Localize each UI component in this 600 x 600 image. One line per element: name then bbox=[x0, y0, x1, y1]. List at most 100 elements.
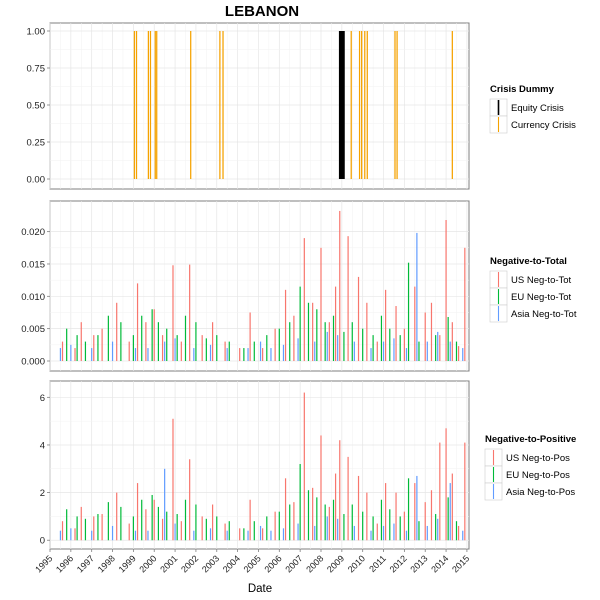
bar bbox=[145, 509, 147, 541]
bar bbox=[380, 499, 383, 541]
bar bbox=[338, 31, 345, 179]
bar bbox=[314, 525, 316, 541]
y-tick-label: 0.015 bbox=[21, 259, 45, 270]
y-tick-label: 0.00 bbox=[27, 175, 46, 186]
bar bbox=[395, 492, 397, 541]
bar bbox=[357, 276, 360, 361]
bar bbox=[157, 322, 159, 361]
bar bbox=[326, 516, 328, 541]
bar bbox=[116, 302, 118, 361]
bar bbox=[462, 530, 464, 541]
bar bbox=[111, 341, 114, 361]
bar bbox=[151, 494, 153, 541]
bar bbox=[70, 344, 72, 361]
legend-label: US Neg-to-Pos bbox=[506, 453, 570, 464]
bar bbox=[134, 530, 137, 541]
y-tick-label: 0.000 bbox=[21, 357, 45, 368]
bar bbox=[382, 341, 385, 361]
bar bbox=[451, 473, 453, 541]
bar bbox=[395, 306, 397, 361]
series-currency-crisis bbox=[133, 31, 453, 179]
bar bbox=[324, 504, 326, 541]
bar bbox=[120, 322, 122, 361]
bar bbox=[76, 516, 78, 541]
bar bbox=[249, 499, 251, 541]
x-tick-label: 2003 bbox=[200, 553, 221, 574]
bar bbox=[399, 335, 401, 361]
x-tick-label: 1999 bbox=[117, 553, 138, 574]
bar bbox=[132, 516, 134, 541]
bar bbox=[259, 525, 262, 541]
bar bbox=[97, 514, 99, 541]
bar bbox=[282, 344, 285, 361]
bar bbox=[405, 348, 408, 361]
bar bbox=[451, 322, 453, 361]
bar bbox=[366, 302, 368, 361]
y-tick-label: 0.010 bbox=[21, 292, 45, 303]
legends-group: Crisis Dummy Equity Crisis Currency Crisis… bbox=[484, 84, 577, 501]
bar bbox=[424, 502, 426, 541]
bar bbox=[393, 523, 395, 541]
bar bbox=[312, 302, 314, 361]
bar bbox=[161, 335, 164, 361]
bar bbox=[405, 530, 408, 541]
x-tick-label: 2005 bbox=[242, 553, 263, 574]
bar bbox=[136, 283, 139, 361]
bar bbox=[455, 521, 458, 541]
bar bbox=[76, 335, 78, 361]
bar bbox=[226, 530, 228, 541]
bar bbox=[224, 341, 226, 361]
bar bbox=[447, 317, 449, 361]
bar bbox=[316, 497, 318, 541]
y-tick-label: 4 bbox=[40, 440, 45, 451]
bar bbox=[462, 348, 464, 361]
bar bbox=[457, 525, 460, 541]
series-eu-neg-to-tot bbox=[66, 262, 458, 361]
bar bbox=[393, 338, 395, 361]
bar bbox=[107, 502, 109, 541]
bar bbox=[303, 392, 305, 541]
bar bbox=[307, 490, 310, 541]
legend-title: Negative-to-Positive bbox=[485, 434, 576, 445]
x-tick-label: 2013 bbox=[408, 553, 429, 574]
bar bbox=[328, 322, 330, 361]
bar bbox=[416, 475, 418, 541]
bar bbox=[66, 509, 68, 541]
bar bbox=[274, 511, 276, 541]
bar bbox=[385, 289, 387, 361]
bar bbox=[262, 528, 264, 541]
x-tick-label: 1997 bbox=[75, 553, 96, 574]
bar bbox=[189, 459, 191, 541]
bar bbox=[353, 525, 355, 541]
bar bbox=[274, 328, 276, 361]
x-tick-label: 2004 bbox=[221, 553, 242, 574]
series-asia-neg-to-pos bbox=[59, 468, 464, 541]
bar bbox=[228, 341, 230, 361]
series-eu-neg-to-pos bbox=[66, 464, 458, 541]
bar bbox=[455, 341, 458, 361]
bar bbox=[426, 525, 428, 541]
bar bbox=[151, 309, 153, 361]
x-axis-title: Date bbox=[248, 583, 272, 595]
bar bbox=[361, 31, 363, 179]
bar bbox=[339, 440, 341, 541]
bar bbox=[435, 335, 437, 361]
bar bbox=[414, 483, 416, 541]
bar bbox=[128, 341, 130, 361]
bar bbox=[193, 530, 195, 541]
y-tick-label: 0.005 bbox=[21, 324, 45, 335]
bar bbox=[353, 341, 355, 361]
bar bbox=[172, 265, 174, 361]
bar bbox=[107, 315, 109, 361]
bar bbox=[430, 490, 433, 541]
bar bbox=[205, 518, 207, 541]
bar bbox=[80, 506, 82, 541]
bar bbox=[262, 348, 264, 361]
x-tick-label: 2006 bbox=[262, 553, 283, 574]
bar bbox=[66, 328, 68, 361]
series-us-neg-to-pos bbox=[61, 392, 466, 541]
bar bbox=[324, 322, 326, 361]
bar bbox=[289, 322, 291, 361]
bar bbox=[439, 335, 441, 361]
bar bbox=[418, 521, 420, 541]
